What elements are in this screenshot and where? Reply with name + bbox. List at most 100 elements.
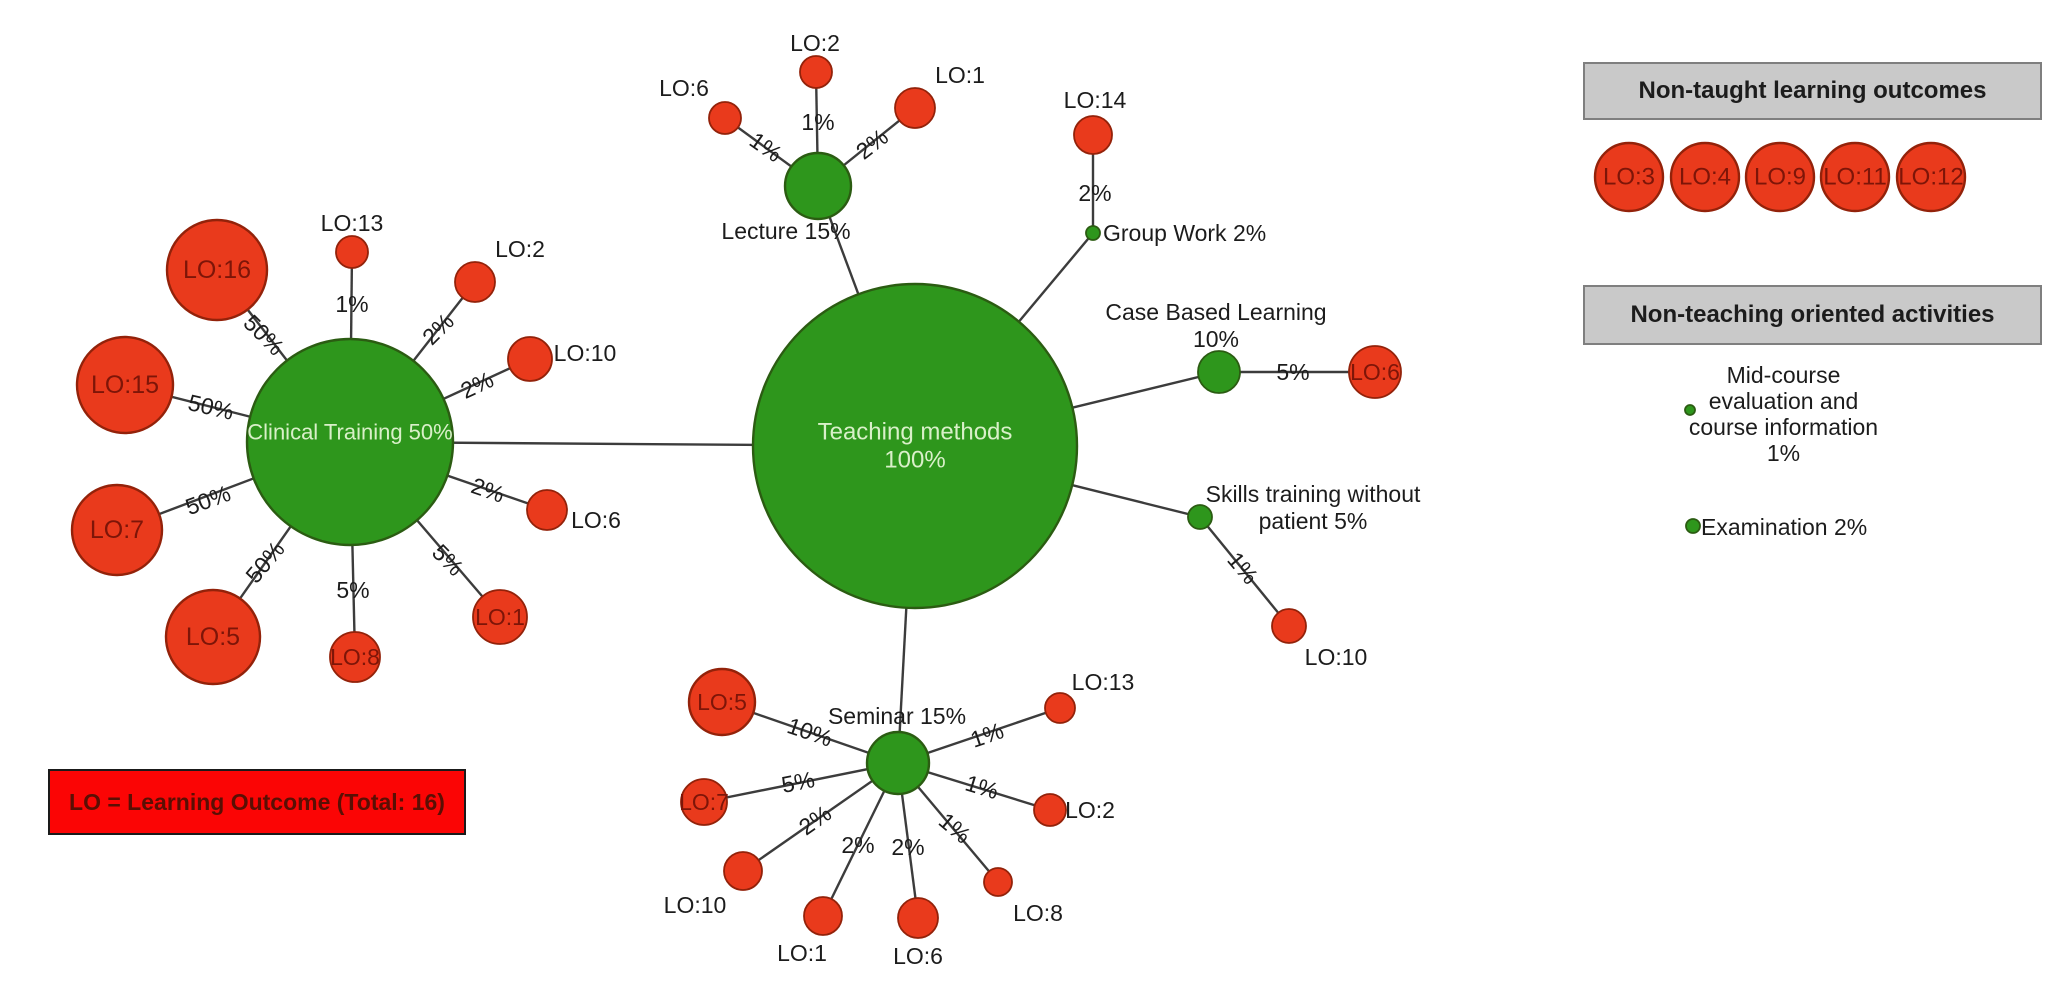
node-m7	[680, 778, 728, 826]
node-seminar	[865, 730, 931, 796]
edge-label-clinical-c2: 2%	[417, 308, 459, 350]
node-exam_dot	[1685, 518, 1701, 534]
label-seminar: Seminar 15%	[828, 703, 966, 729]
label-m2: LO:2	[1065, 797, 1115, 823]
node-p4	[1669, 141, 1741, 213]
panel-header-non-teaching-oriented-activities: Non-teaching oriented activities	[1583, 285, 2042, 345]
node-p11	[1819, 141, 1891, 213]
label-exam_dot: Examination 2%	[1701, 514, 1867, 540]
label-m7: LO:7	[679, 789, 729, 815]
label-teaching-line-2: 100%	[884, 447, 945, 474]
node-p3	[1593, 141, 1665, 213]
node-teaching	[751, 282, 1079, 610]
legend-lo-definition: LO = Learning Outcome (Total: 16)	[48, 769, 466, 835]
edge-label-cbl-b6: 5%	[1276, 359, 1309, 385]
edge-label-clinical-c13: 1%	[335, 291, 368, 317]
node-l6	[708, 101, 742, 135]
label-l6: LO:6	[659, 75, 709, 101]
node-c5	[164, 588, 262, 686]
node-p12	[1895, 141, 1967, 213]
label-p3: LO:3	[1603, 164, 1655, 191]
label-m1: LO:1	[777, 940, 827, 966]
edge-skills-s10	[1199, 516, 1290, 627]
node-s10	[1271, 608, 1307, 644]
node-clinical	[245, 337, 455, 547]
label-c8: LO:8	[330, 644, 380, 670]
node-m5	[687, 667, 757, 737]
label-s10: LO:10	[1305, 644, 1368, 670]
panel-header-non-taught-learning-outcomes: Non-taught learning outcomes	[1583, 62, 2042, 120]
node-m13	[1044, 692, 1076, 724]
node-l2	[799, 55, 833, 89]
label-m5: LO:5	[697, 689, 747, 715]
label-lecture: Lecture 15%	[721, 218, 850, 244]
label-gw_dot: Group Work 2%	[1103, 220, 1266, 246]
midcourse-activity-label: Mid-course evaluation and course informa…	[1661, 362, 1906, 466]
node-c7	[70, 483, 164, 577]
node-m2	[1033, 793, 1067, 827]
label-c6: LO:6	[571, 507, 621, 533]
midcourse-line-1: Mid-course	[1726, 362, 1841, 388]
node-m6	[897, 897, 939, 939]
node-mid_dot	[1684, 404, 1696, 416]
edge-label-clinical-c15: 50%	[186, 389, 237, 425]
label-b6: LO:6	[1350, 359, 1400, 385]
node-c2	[454, 261, 496, 303]
edge-label-clinical-c6: 2%	[468, 472, 508, 507]
label-skills-line-2: patient 5%	[1259, 508, 1368, 534]
label-c1: LO:1	[475, 604, 525, 630]
edge-label-seminar-m2: 1%	[962, 770, 1001, 805]
label-c5: LO:5	[186, 623, 240, 651]
edge-label-lecture-l6: 1%	[745, 127, 787, 167]
label-c2: LO:2	[495, 236, 545, 262]
label-l2: LO:2	[790, 30, 840, 56]
edge-label-clinical-c5: 50%	[240, 536, 290, 588]
node-c10	[507, 336, 553, 382]
edge-label-seminar-m7: 5%	[779, 766, 817, 798]
label-cbl-line-2: 10%	[1193, 326, 1239, 352]
label-c10: LO:10	[554, 340, 617, 366]
label-p4: LO:4	[1679, 164, 1731, 191]
node-m1	[803, 896, 843, 936]
edge-seminar-m7	[703, 761, 899, 804]
midcourse-line-2: evaluation and	[1708, 388, 1859, 414]
node-g14	[1073, 115, 1113, 155]
edge-label-clinical-c10: 2%	[456, 366, 497, 404]
node-c16	[165, 218, 269, 322]
node-c6	[526, 489, 568, 531]
edge-label-g14-gw_dot: 2%	[1078, 180, 1111, 206]
label-clinical: Clinical Training 50%	[247, 420, 452, 445]
label-teaching-line-1: Teaching methods	[818, 419, 1013, 446]
node-p9	[1744, 141, 1816, 213]
label-skills-line-1: Skills training without	[1206, 481, 1421, 507]
edge-label-clinical-c8: 5%	[336, 577, 369, 603]
node-skills	[1187, 504, 1213, 530]
label-m8: LO:8	[1013, 900, 1063, 926]
midcourse-line-3: course information	[1688, 414, 1879, 440]
edge-label-seminar-m1: 2%	[841, 832, 874, 858]
label-p9: LO:9	[1754, 164, 1806, 191]
label-c16: LO:16	[183, 256, 251, 284]
edge-label-seminar-m10: 2%	[794, 800, 836, 840]
midcourse-line-4: 1%	[1766, 440, 1801, 466]
node-c1	[472, 589, 528, 645]
label-c15: LO:15	[91, 371, 159, 399]
node-lecture	[783, 151, 853, 221]
node-gw_dot	[1085, 225, 1101, 241]
nodes-layer	[70, 55, 1967, 939]
edge-label-clinical-c7: 50%	[182, 480, 234, 520]
node-c8	[329, 631, 381, 683]
edge-label-lecture-l2: 1%	[801, 109, 834, 135]
edge-label-seminar-m6: 2%	[891, 834, 924, 860]
label-m13: LO:13	[1072, 669, 1135, 695]
edge-label-seminar-m13: 1%	[967, 717, 1007, 752]
node-c13	[335, 235, 369, 269]
label-p11: LO:11	[1823, 164, 1887, 191]
node-cbl	[1197, 350, 1241, 394]
label-m10: LO:10	[664, 892, 727, 918]
label-g14: LO:14	[1064, 87, 1127, 113]
node-c15	[75, 335, 175, 435]
